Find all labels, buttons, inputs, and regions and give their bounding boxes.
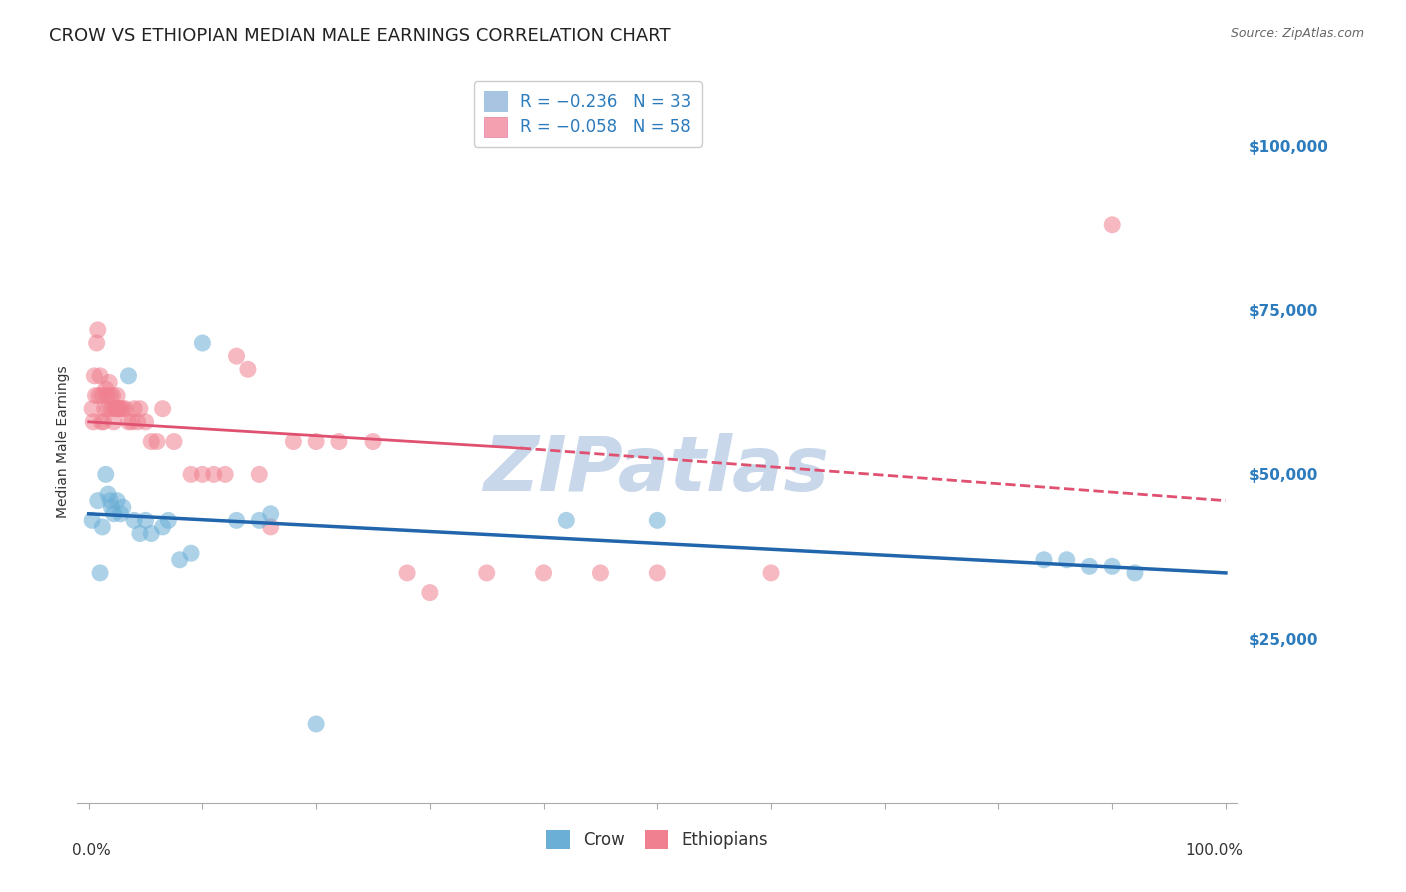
Point bbox=[91, 520, 114, 534]
Point bbox=[1123, 566, 1146, 580]
Point bbox=[1101, 559, 1123, 574]
Point bbox=[169, 553, 191, 567]
Point bbox=[396, 566, 419, 580]
Point bbox=[128, 526, 150, 541]
Point bbox=[135, 415, 157, 429]
Point bbox=[89, 368, 111, 383]
Point bbox=[419, 585, 441, 599]
Point bbox=[114, 401, 136, 416]
Point bbox=[247, 467, 270, 482]
Point bbox=[83, 368, 105, 383]
Point bbox=[87, 388, 110, 402]
Point bbox=[91, 388, 114, 402]
Point bbox=[305, 434, 328, 449]
Point bbox=[202, 467, 225, 482]
Point bbox=[589, 566, 612, 580]
Point bbox=[305, 717, 328, 731]
Point bbox=[236, 362, 259, 376]
Point bbox=[247, 513, 270, 527]
Point bbox=[94, 382, 117, 396]
Point bbox=[97, 487, 120, 501]
Point bbox=[98, 376, 121, 390]
Point bbox=[141, 526, 163, 541]
Y-axis label: Median Male Earnings: Median Male Earnings bbox=[56, 365, 70, 518]
Point bbox=[533, 566, 555, 580]
Point bbox=[111, 401, 134, 416]
Point bbox=[759, 566, 782, 580]
Point bbox=[97, 401, 120, 416]
Point bbox=[105, 493, 128, 508]
Point bbox=[98, 388, 121, 402]
Point bbox=[127, 415, 149, 429]
Point bbox=[105, 388, 128, 402]
Point bbox=[84, 388, 107, 402]
Point bbox=[214, 467, 236, 482]
Point bbox=[94, 467, 117, 482]
Point bbox=[122, 513, 145, 527]
Point bbox=[180, 467, 202, 482]
Point bbox=[117, 368, 139, 383]
Point bbox=[103, 507, 125, 521]
Text: Source: ZipAtlas.com: Source: ZipAtlas.com bbox=[1230, 27, 1364, 40]
Point bbox=[180, 546, 202, 560]
Point bbox=[110, 401, 132, 416]
Point bbox=[647, 513, 669, 527]
Point bbox=[93, 415, 115, 429]
Point bbox=[260, 520, 283, 534]
Point bbox=[107, 401, 129, 416]
Text: 100.0%: 100.0% bbox=[1185, 843, 1243, 857]
Point bbox=[90, 415, 112, 429]
Point bbox=[1078, 559, 1101, 574]
Point bbox=[146, 434, 169, 449]
Point bbox=[104, 401, 127, 416]
Point bbox=[87, 323, 110, 337]
Point bbox=[475, 566, 498, 580]
Point bbox=[152, 401, 174, 416]
Point bbox=[1032, 553, 1054, 567]
Point bbox=[157, 513, 180, 527]
Point bbox=[82, 415, 104, 429]
Text: ZIPatlas: ZIPatlas bbox=[484, 434, 831, 508]
Text: CROW VS ETHIOPIAN MEDIAN MALE EARNINGS CORRELATION CHART: CROW VS ETHIOPIAN MEDIAN MALE EARNINGS C… bbox=[49, 27, 671, 45]
Point bbox=[191, 467, 214, 482]
Point bbox=[100, 401, 122, 416]
Point bbox=[103, 415, 125, 429]
Point bbox=[110, 507, 132, 521]
Point bbox=[163, 434, 186, 449]
Point bbox=[1056, 553, 1078, 567]
Point bbox=[122, 401, 145, 416]
Point bbox=[87, 493, 110, 508]
Point bbox=[283, 434, 305, 449]
Point bbox=[93, 401, 115, 416]
Point bbox=[82, 513, 104, 527]
Point bbox=[225, 513, 247, 527]
Point bbox=[117, 415, 139, 429]
Point bbox=[128, 401, 150, 416]
Point bbox=[361, 434, 384, 449]
Point bbox=[101, 388, 124, 402]
Point bbox=[86, 336, 108, 351]
Point bbox=[1101, 218, 1123, 232]
Point bbox=[89, 566, 111, 580]
Point bbox=[111, 500, 134, 515]
Point bbox=[82, 401, 104, 416]
Point bbox=[108, 401, 131, 416]
Point bbox=[135, 513, 157, 527]
Point bbox=[225, 349, 247, 363]
Point bbox=[152, 520, 174, 534]
Point bbox=[96, 388, 118, 402]
Point bbox=[141, 434, 163, 449]
Text: 0.0%: 0.0% bbox=[72, 843, 110, 857]
Point bbox=[105, 401, 127, 416]
Point bbox=[191, 336, 214, 351]
Legend: Crow, Ethiopians: Crow, Ethiopians bbox=[537, 821, 778, 860]
Point bbox=[555, 513, 578, 527]
Point bbox=[647, 566, 669, 580]
Point bbox=[328, 434, 350, 449]
Point bbox=[121, 415, 143, 429]
Point bbox=[98, 493, 121, 508]
Point bbox=[260, 507, 283, 521]
Point bbox=[100, 500, 122, 515]
